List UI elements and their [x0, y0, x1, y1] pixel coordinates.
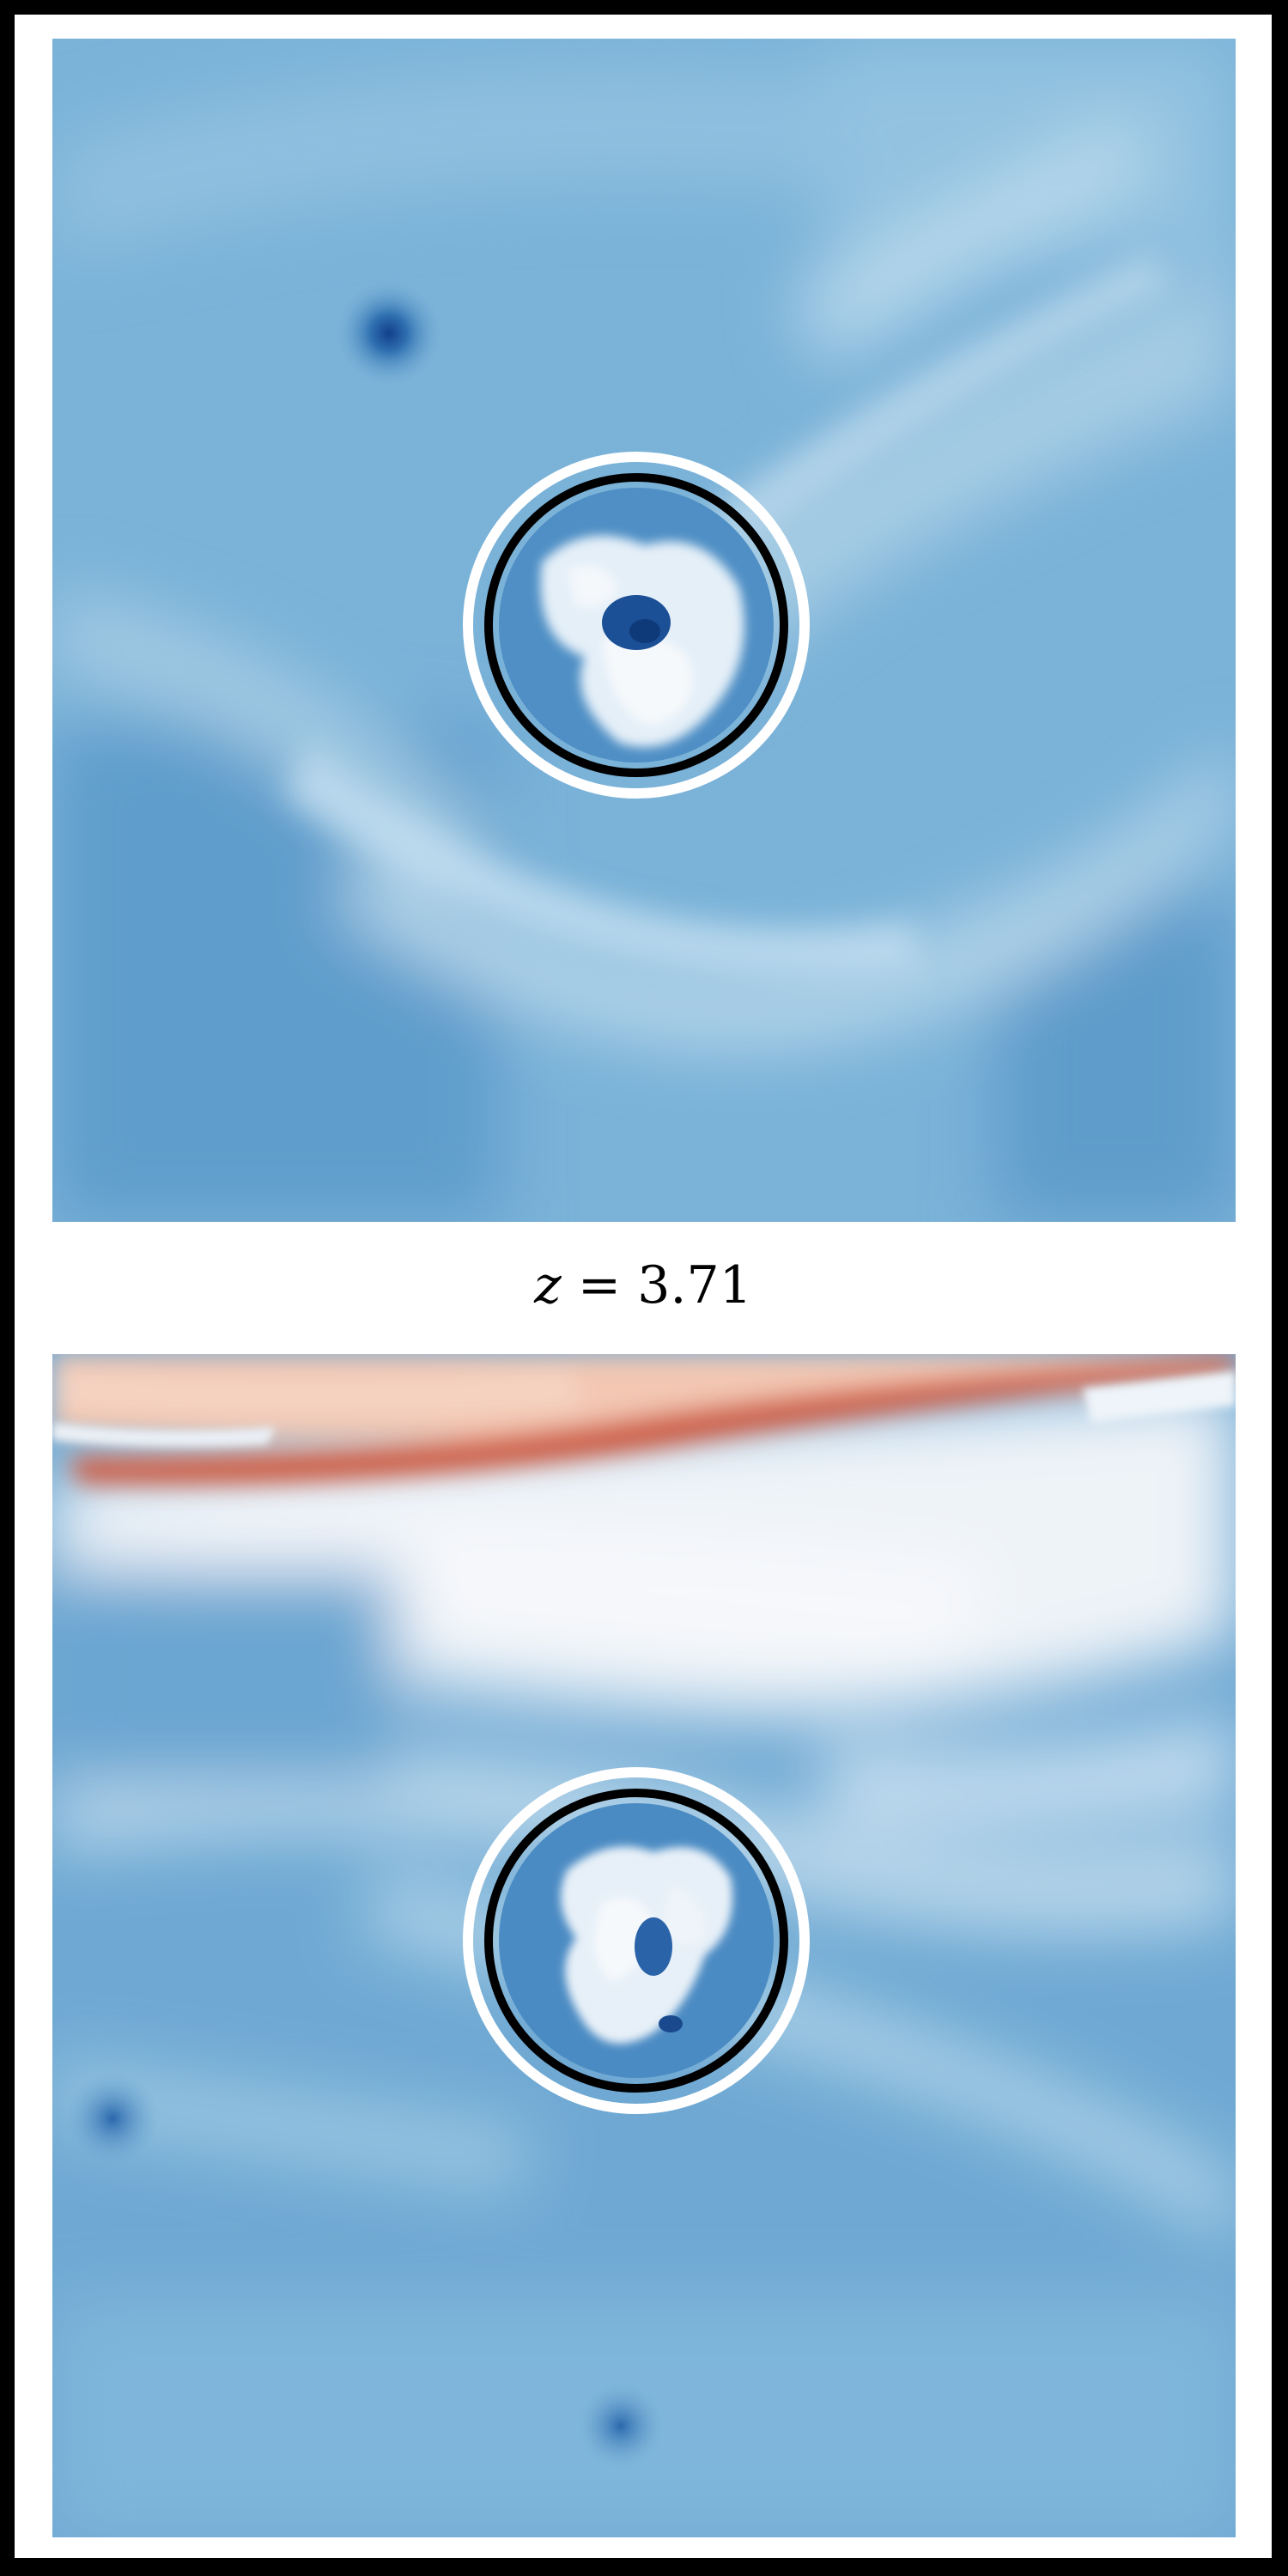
top-simulation-panel [52, 39, 1236, 1222]
figure-frame: z = 3.71 [15, 15, 1272, 2558]
redshift-label: z = 3.71 [15, 1251, 1272, 1320]
top-map [52, 39, 1236, 1222]
redshift-value: 3.71 [637, 1255, 752, 1315]
bottom-simulation-panel [52, 1354, 1236, 2537]
equals-sign: = [578, 1255, 621, 1315]
bottom-map [52, 1354, 1236, 2537]
redshift-variable: z [534, 1255, 562, 1315]
